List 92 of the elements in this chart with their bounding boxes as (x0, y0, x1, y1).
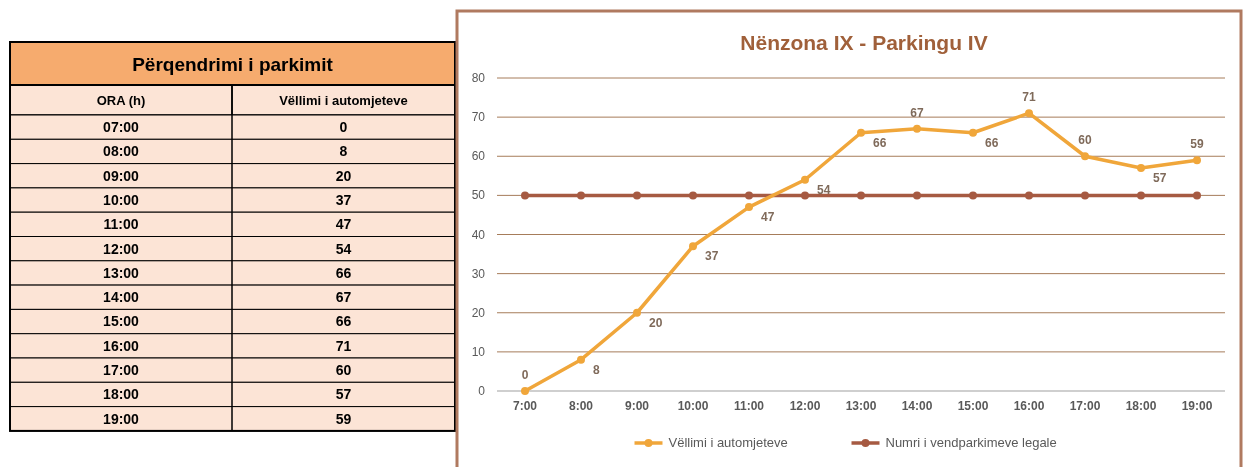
y-tick-label: 40 (471, 227, 486, 242)
point (633, 191, 641, 200)
data-label: 37 (705, 249, 719, 264)
text: Vëllimi i automjeteve (279, 93, 408, 108)
point (913, 191, 921, 200)
data-label: 60 (1078, 133, 1092, 148)
text: 08:00 (103, 143, 140, 160)
y-tick-label: 60 (471, 149, 486, 164)
point (1025, 109, 1033, 118)
text: 57 (335, 386, 352, 403)
y-tick-label: 30 (471, 266, 486, 281)
text: 07:00 (103, 119, 140, 135)
x-tick-label: 16:00 (1013, 399, 1045, 413)
point (577, 355, 585, 364)
point (1081, 191, 1089, 200)
point (1137, 191, 1145, 200)
point (689, 191, 697, 200)
text: 59 (335, 410, 352, 427)
point (801, 175, 809, 184)
point (969, 128, 977, 137)
point (745, 203, 753, 212)
x-tick-label: 13:00 (845, 399, 877, 413)
point (969, 191, 977, 200)
data-label: 71 (1022, 90, 1036, 105)
point (1025, 191, 1033, 200)
text: 13:00 (103, 264, 140, 281)
data-label: 66 (985, 135, 999, 150)
text: 71 (335, 337, 352, 354)
y-tick-label: 20 (471, 305, 486, 320)
text: 16:00 (103, 337, 140, 354)
point (745, 191, 753, 200)
data-label: 54 (817, 182, 831, 197)
data-label: 67 (910, 105, 924, 120)
y-tick-label: 10 (471, 344, 486, 359)
x-tick-label: 15:00 (957, 399, 989, 413)
data-label: 47 (761, 210, 775, 225)
y-tick-label: 80 (471, 71, 486, 85)
text: 15:00 (103, 313, 140, 330)
x-tick-label: 10:00 (677, 399, 709, 413)
text: 66 (335, 264, 352, 281)
x-tick-label: 9:00 (624, 399, 650, 413)
point (689, 242, 697, 251)
text: 47 (335, 216, 352, 233)
text: 66 (335, 313, 352, 330)
text: 14:00 (103, 289, 140, 306)
x-tick-label: 12:00 (789, 399, 821, 413)
data-label: 8 (593, 362, 600, 377)
text: 20 (335, 167, 352, 184)
point (1193, 156, 1201, 165)
text: 60 (335, 362, 352, 378)
legend-label: Vëllimi i automjeteve (668, 435, 788, 450)
data-label: 59 (1190, 137, 1204, 152)
text: ORA (h) (96, 93, 146, 108)
y-tick-label: 50 (471, 188, 486, 203)
data-label: 0 (521, 368, 529, 382)
point (913, 124, 921, 133)
x-tick-label: 14:00 (901, 399, 933, 413)
point (857, 191, 865, 200)
text: 10:00 (103, 191, 140, 208)
text: 17:00 (103, 362, 140, 378)
point (1081, 152, 1089, 161)
text: 0 (339, 119, 348, 135)
x-tick-label: 8:00 (568, 399, 594, 413)
point (801, 191, 809, 200)
point (577, 191, 585, 200)
data-label: 20 (649, 315, 663, 330)
text: 54 (335, 240, 352, 257)
y-tick-label: 0 (478, 384, 486, 398)
point (1193, 191, 1201, 200)
point (521, 191, 529, 200)
text: 67 (335, 289, 352, 306)
y-tick-label: 70 (471, 110, 486, 125)
x-tick-label: 19:00 (1181, 399, 1213, 413)
point (1137, 163, 1145, 172)
text: 8 (339, 143, 348, 160)
text: 19:00 (103, 410, 140, 427)
x-tick-label: 18:00 (1125, 399, 1157, 413)
x-tick-label: 11:00 (733, 399, 765, 413)
point (633, 308, 641, 317)
chart-title: Nënzona IX - Parkingu IV (740, 31, 988, 54)
x-tick-label: 17:00 (1069, 399, 1101, 413)
point (857, 128, 865, 137)
text: 12:00 (103, 240, 140, 257)
data-label: 57 (1153, 170, 1167, 185)
point (521, 387, 529, 395)
legend-label: Numri i vendparkimeve legale (885, 435, 1057, 450)
x-tick-label: 7:00 (512, 399, 538, 413)
text: Përqendrimi i parkimit (132, 54, 334, 75)
text: 11:00 (103, 216, 139, 233)
text: 09:00 (103, 167, 140, 184)
data-label: 66 (873, 135, 887, 150)
text: 37 (335, 191, 352, 208)
